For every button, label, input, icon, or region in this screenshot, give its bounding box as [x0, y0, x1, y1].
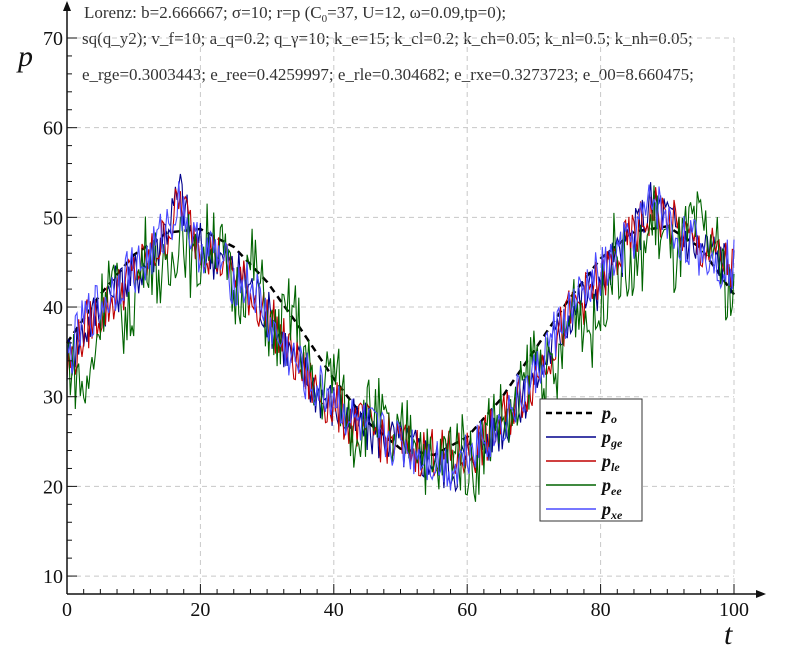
y-axis-label: p [16, 40, 33, 73]
x-tick-label-5: 100 [719, 599, 749, 621]
series-lines [65, 173, 736, 502]
legend-label-p-o: po [600, 403, 617, 426]
legend-label-p-xe: pxe [600, 499, 623, 522]
x-tick-label-3: 60 [457, 599, 477, 621]
y-tick-label-4: 50 [43, 207, 63, 229]
y-tick-label-5: 60 [43, 118, 63, 140]
legend-label-p-le: ple [600, 451, 620, 474]
x-tick-label-1: 20 [190, 599, 210, 621]
x-tick-label-4: 80 [591, 599, 611, 621]
header-line-2: sq(q_y2); v_f=10; a_q=0.2; q_γ=10; k_e=1… [82, 29, 693, 48]
header-line-3: e_rge=0.3003443; e_ree=0.4259997; e_rle=… [82, 65, 694, 84]
x-axis-arrow [756, 590, 766, 598]
legend-box [539, 398, 643, 522]
axes: 0 20 40 60 80 100 10 20 30 40 50 60 70 [43, 1, 766, 621]
y-tick-label-3: 40 [43, 297, 63, 319]
y-axis-arrow [63, 1, 71, 11]
x-axis-label: t [724, 618, 733, 649]
x-tick-label-0: 0 [62, 599, 72, 621]
legend-label-p-ee: pee [600, 475, 622, 498]
y-tick-label-0: 10 [43, 566, 63, 588]
series-line-p-xe [66, 181, 735, 491]
y-tick-label-6: 70 [43, 28, 63, 50]
header-line-1: Lorenz: b=2.666667; σ=10; r=p (C0=37, U=… [84, 3, 506, 25]
y-tick-label-2: 30 [43, 387, 63, 409]
legend-label-p-ge: pge [600, 427, 623, 450]
x-tick-label-2: 40 [324, 599, 344, 621]
y-tick-label-1: 20 [43, 476, 63, 498]
